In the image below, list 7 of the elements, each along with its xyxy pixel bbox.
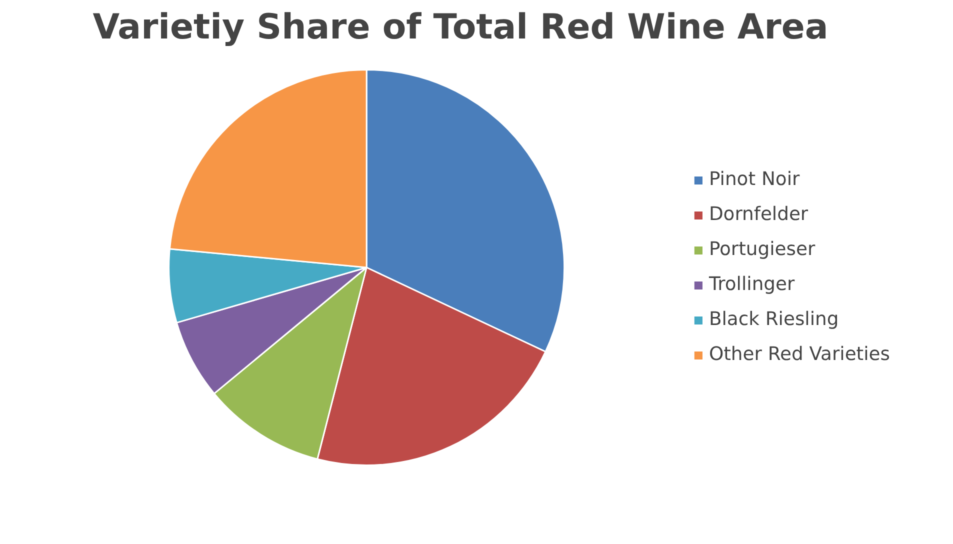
legend-label: Pinot Noir (708, 169, 800, 190)
legend-label: Portugieser (708, 239, 816, 260)
legend-label: Dornfelder (708, 204, 808, 225)
legend-label: Other Red Varieties (708, 344, 890, 365)
chart-title: Varietiy Share of Total Red Wine Area (92, 8, 828, 48)
legend-label: Black Riesling (708, 309, 839, 330)
legend-label: Trollinger (708, 274, 795, 295)
